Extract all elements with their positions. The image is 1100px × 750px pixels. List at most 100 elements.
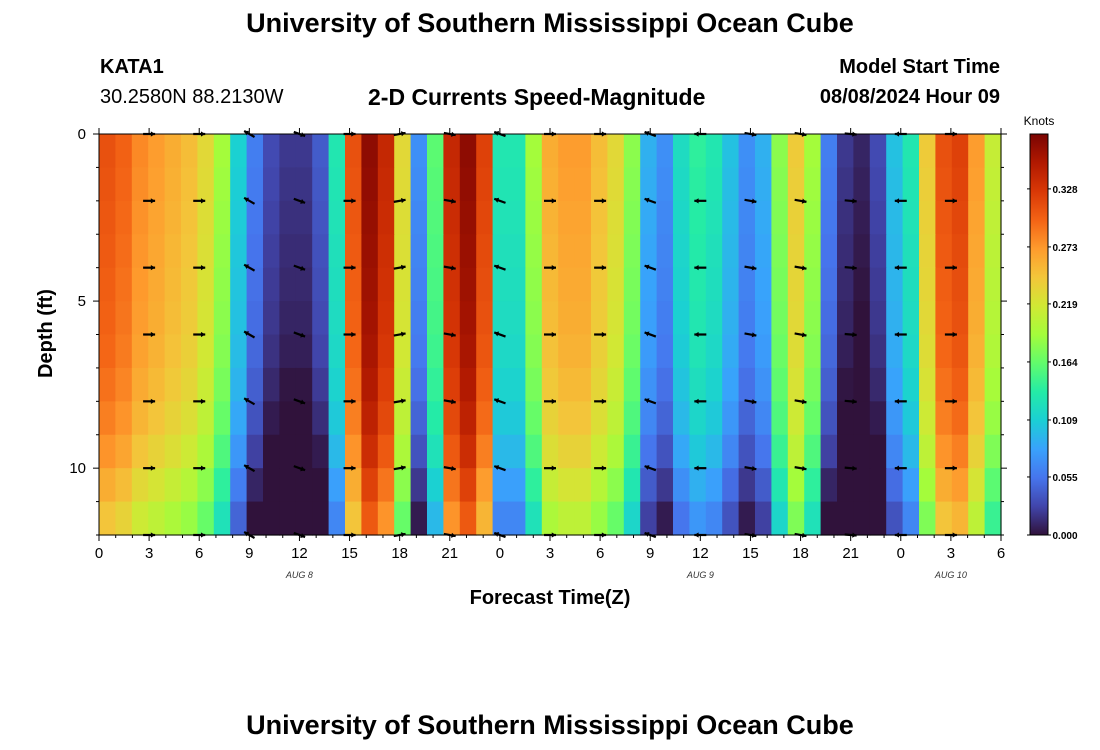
heatmap-cell [361, 234, 379, 269]
current-vector-arrow [143, 398, 156, 404]
heatmap-cell [984, 267, 1002, 302]
heatmap-cell [263, 468, 280, 503]
heatmap-cell [115, 200, 133, 235]
heatmap-cell [197, 200, 215, 235]
heatmap-cell [623, 234, 641, 269]
heatmap-cell [951, 301, 969, 336]
heatmap-cell [837, 301, 854, 336]
heatmap-cell [558, 267, 576, 302]
heatmap-cell [738, 267, 756, 302]
heatmap-cell [558, 367, 576, 402]
heatmap-cell [263, 367, 280, 402]
heatmap-cell [476, 468, 494, 503]
heatmap-cell [558, 301, 576, 336]
heatmap-cell [181, 200, 198, 235]
heatmap-cell [902, 334, 920, 369]
heatmap-cell [705, 501, 723, 536]
heatmap-cell [427, 200, 444, 235]
x-tick-label: 21 [441, 545, 458, 562]
heatmap-cell [197, 501, 215, 536]
heatmap-cell [919, 468, 936, 503]
heatmap-cell [525, 334, 543, 369]
heatmap-cell [837, 167, 854, 202]
heatmap-cell [181, 434, 198, 469]
heatmap-cell [213, 501, 231, 536]
heatmap-cell [148, 434, 166, 469]
heatmap-cell [935, 367, 953, 402]
current-vector-arrow [544, 331, 556, 338]
current-vector-arrow [243, 263, 256, 272]
heatmap-cell [804, 367, 822, 402]
heatmap-cell [738, 200, 756, 235]
heatmap-cell [377, 367, 395, 402]
current-vector-arrow [694, 465, 707, 471]
heatmap-cell [525, 301, 543, 336]
heatmap-cell [738, 401, 756, 436]
heatmap-cell [607, 234, 625, 269]
heatmap-cell [689, 468, 707, 503]
heatmap-cell [246, 367, 264, 402]
current-vector-arrow [644, 331, 657, 338]
heatmap-cell [295, 301, 313, 336]
heatmap-cell [837, 267, 854, 302]
heatmap-cell [328, 200, 346, 235]
current-vector-arrow [393, 264, 406, 270]
x-tick-label: 0 [95, 545, 103, 562]
heatmap-cell [476, 301, 494, 336]
heatmap-cell [492, 468, 510, 503]
heatmap-cell [837, 234, 854, 269]
heatmap-cell [492, 334, 510, 369]
heatmap-cell [755, 367, 772, 402]
heatmap-cell [722, 200, 740, 235]
heatmap-cell [295, 134, 313, 169]
heatmap-cell [164, 234, 182, 269]
heatmap-cell [443, 301, 461, 336]
x-tick-label: 15 [742, 545, 759, 562]
heatmap-cell [509, 468, 526, 503]
heatmap-cell [656, 267, 674, 302]
heatmap-cell [755, 501, 772, 536]
current-vector-arrow [694, 331, 707, 338]
heatmap-cell [902, 434, 920, 469]
heatmap-cell [115, 468, 133, 503]
heatmap-cell [787, 367, 805, 402]
heatmap-cell [443, 267, 461, 302]
x-tick-label: 9 [245, 545, 253, 562]
heatmap-cell [525, 434, 543, 469]
heatmap-cell [935, 167, 953, 202]
x-tick-label: 6 [195, 545, 203, 562]
heatmap-cell [246, 468, 264, 503]
heatmap-cell [656, 134, 674, 169]
model-start-time: 08/08/2024 Hour 09 [819, 86, 1000, 108]
heatmap-cell [279, 434, 297, 469]
heatmap-cell [509, 434, 526, 469]
heatmap-cell [574, 301, 592, 336]
heatmap-cell [787, 301, 805, 336]
current-vector-arrow [143, 331, 156, 338]
heatmap-cell [623, 301, 641, 336]
heatmap-cell [623, 401, 641, 436]
heatmap-cell [984, 134, 1002, 169]
current-vector-arrow [343, 265, 356, 271]
current-vector-arrow [243, 397, 256, 406]
heatmap-cell [115, 334, 133, 369]
heatmap-cell [853, 267, 871, 302]
heatmap-cell [738, 501, 756, 536]
heatmap-cell [607, 468, 625, 503]
heatmap-cell [558, 434, 576, 469]
heatmap-cell [197, 468, 215, 503]
heatmap-cell [131, 200, 149, 235]
heatmap-cell [787, 468, 805, 503]
chart-subtitle: 2-D Currents Speed-Magnitude [368, 84, 706, 110]
heatmap-cell [607, 301, 625, 336]
current-vector-arrow [594, 198, 607, 204]
heatmap-cell [328, 434, 346, 469]
heatmap-cell [853, 200, 871, 235]
heatmap-cell [738, 301, 756, 336]
heatmap-cell [427, 334, 444, 369]
heatmap-cell [640, 267, 658, 302]
x-tick-label: 12 [291, 545, 308, 562]
heatmap-cell [443, 434, 461, 469]
heatmap-cell [295, 434, 313, 469]
heatmap-cell [377, 134, 395, 169]
